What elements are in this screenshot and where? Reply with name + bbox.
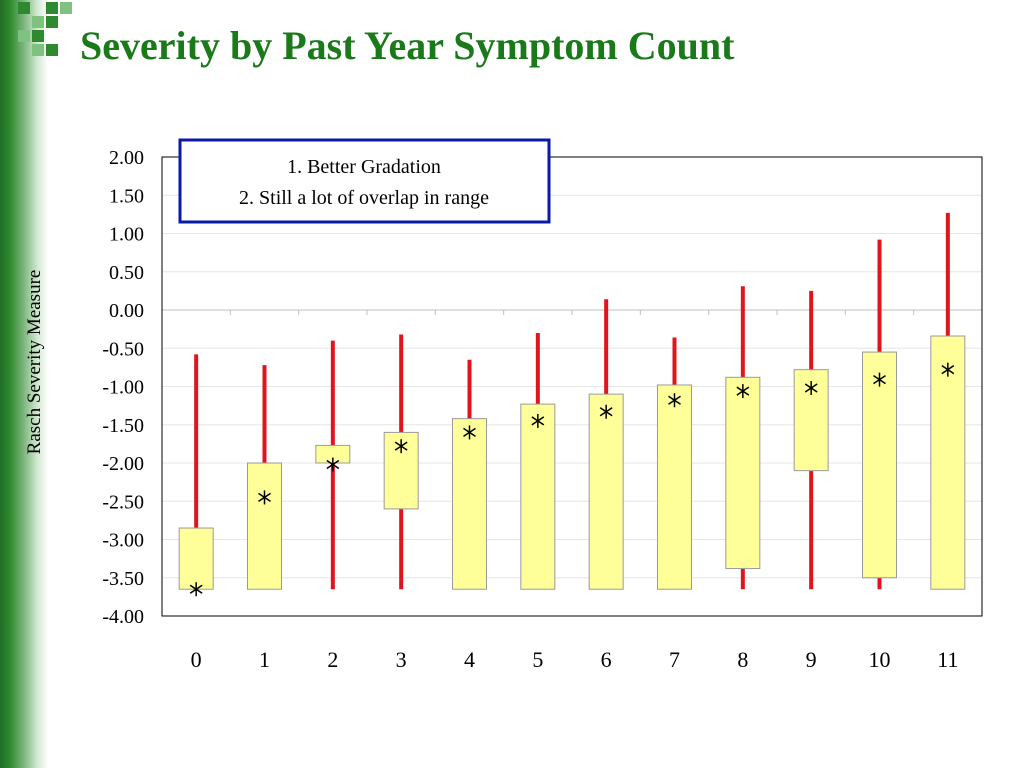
mean-marker-stroke: [189, 584, 203, 594]
y-tick-label: 1.50: [109, 185, 144, 207]
range-box: [862, 351, 897, 579]
y-tick-label: 0.50: [109, 262, 144, 284]
mean-marker-stroke: [736, 386, 750, 396]
x-tick-label: 8: [737, 647, 748, 672]
annotation-line-1: 1. Better Gradation: [287, 156, 441, 178]
range-box: [452, 418, 487, 590]
mean-marker-stroke: [326, 459, 340, 470]
mean-marker-stroke: [394, 441, 408, 451]
range-box: [725, 376, 761, 570]
range-box: [178, 527, 214, 590]
x-tick-labels: 0 1 2 3 4 5 6 7 8 9 10 11: [191, 647, 959, 672]
range-box: [247, 462, 282, 590]
range-box: [588, 393, 624, 590]
y-tick-labels: 2.00 1.50 1.00 0.50 0.00 -0.50 -1.00 -1.50 -2.00…: [102, 147, 144, 628]
mean-marker-stroke: [599, 407, 613, 417]
x-tick-label: 11: [937, 647, 958, 672]
mean-marker-stroke: [941, 365, 955, 375]
y-tick-label: 2.00: [109, 147, 144, 169]
x-tick-label: 0: [191, 647, 202, 672]
range-box: [383, 431, 419, 510]
x-tick-label: 1: [259, 647, 270, 672]
y-tick-label: -1.00: [102, 377, 144, 399]
mean-marker: [736, 384, 750, 399]
x-tick-label: 3: [396, 647, 407, 672]
y-tick-label: 1.00: [109, 224, 144, 246]
chart-marks: [178, 212, 966, 597]
y-tick-label: -0.50: [102, 338, 144, 360]
range-box: [520, 403, 556, 590]
mean-marker-stroke: [668, 395, 681, 405]
mean-marker: [258, 490, 271, 505]
y-tick-label: 0.00: [109, 300, 144, 322]
x-tick-label: 5: [532, 647, 543, 672]
mean-marker: [873, 372, 886, 387]
x-tick-label: 6: [601, 647, 612, 672]
x-tick-label: 7: [669, 647, 680, 672]
x-tick-label: 4: [464, 647, 475, 672]
mean-marker-stroke: [463, 427, 476, 438]
mean-marker: [394, 439, 408, 454]
x-tick-label: 9: [806, 647, 817, 672]
mean-marker: [668, 393, 681, 408]
y-axis-label: Rasch Severity Measure: [24, 270, 45, 455]
mean-marker-stroke: [258, 492, 271, 503]
plot-frame: [161, 156, 983, 617]
mean-marker: [531, 413, 545, 428]
grid-lines: [161, 194, 983, 579]
y-tick-label: -4.00: [102, 606, 144, 628]
range-box: [930, 335, 966, 590]
annotation-line-2: 2. Still a lot of overlap in range: [239, 187, 489, 209]
mean-marker: [463, 425, 476, 440]
checker-logo-icon: [18, 2, 72, 56]
y-tick-label: -1.50: [102, 415, 144, 437]
y-tick-label: -2.00: [102, 453, 144, 475]
annotation-box: 1. Better Gradation 2. Still a lot of ov…: [178, 138, 551, 224]
left-decor-bar: [0, 0, 48, 768]
mean-marker: [326, 457, 340, 472]
x-tick-label: 10: [869, 647, 891, 672]
y-tick-label: -3.50: [102, 568, 144, 590]
range-box: [657, 384, 692, 590]
y-tick-label: -2.50: [102, 491, 144, 513]
mean-marker: [599, 404, 613, 419]
mean-marker-stroke: [804, 383, 818, 393]
mean-marker-stroke: [531, 416, 545, 426]
y-tick-label: -3.00: [102, 530, 144, 552]
x-tick-label: 2: [327, 647, 338, 672]
mean-marker: [941, 362, 955, 377]
slide-title: Severity by Past Year Symptom Count: [80, 23, 735, 68]
mean-marker: [189, 582, 203, 597]
mean-marker: [804, 381, 818, 396]
mean-marker-stroke: [873, 374, 886, 385]
